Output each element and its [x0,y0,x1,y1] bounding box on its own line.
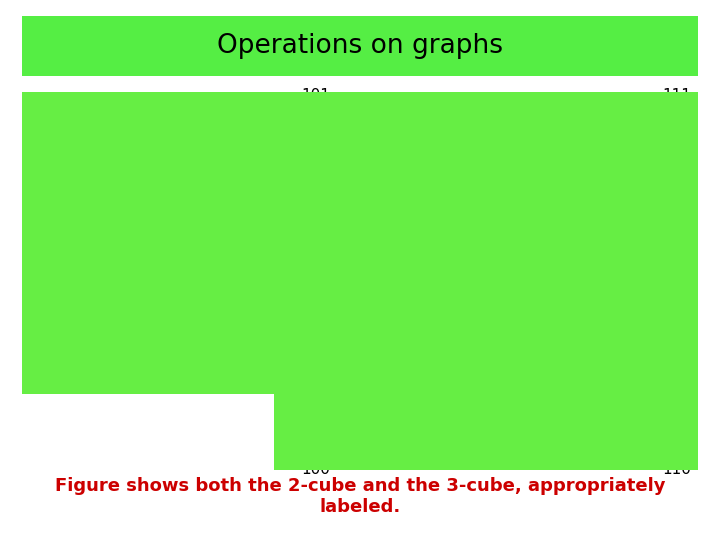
Text: Q₃:: Q₃: [291,270,325,292]
Text: 100: 100 [302,462,330,477]
Text: 111: 111 [662,88,692,103]
Text: 00: 00 [83,370,104,388]
Text: 000: 000 [351,356,380,372]
Text: 011: 011 [613,186,642,201]
Text: 11: 11 [227,119,248,137]
Text: 010: 010 [613,356,642,372]
Text: 001: 001 [351,186,380,201]
Text: Operations on graphs: Operations on graphs [217,33,503,59]
Text: Q₂:: Q₂: [33,241,68,263]
Text: 01: 01 [83,119,104,137]
Text: 110: 110 [662,462,692,477]
Text: 101: 101 [302,88,330,103]
Text: Figure shows both the 2-cube and the 3-cube, appropriately
labeled.: Figure shows both the 2-cube and the 3-c… [55,477,665,516]
Text: 10: 10 [227,370,248,388]
